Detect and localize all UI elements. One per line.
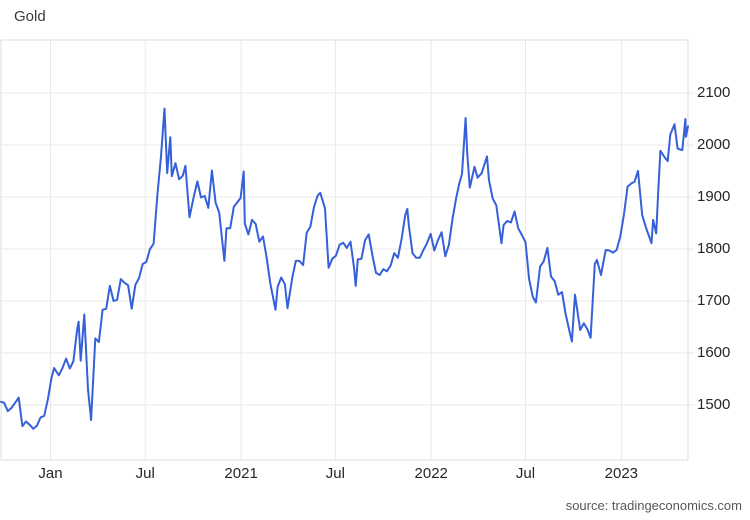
x-axis-tick-label: 2021: [224, 465, 258, 482]
y-axis-tick-label: 1600: [697, 343, 731, 361]
x-axis-tick-label: Jul: [515, 465, 536, 482]
y-axis-tick-label: 1900: [697, 187, 731, 205]
x-axis-tick-label: Jul: [325, 465, 345, 482]
y-axis-tick-label: 1800: [697, 239, 731, 257]
plot-border: [0, 39, 689, 461]
chart-title: Gold: [14, 8, 46, 25]
x-axis-tick-label: 2022: [414, 465, 448, 482]
y-axis-tick-label: 2000: [697, 136, 731, 153]
x-axis-tick-label: Jul: [135, 465, 155, 482]
y-axis-tick-label: 2100: [697, 84, 731, 102]
y-axis-tick-label: 1500: [697, 395, 731, 413]
x-axis-tick-label: 2023: [604, 465, 639, 482]
gold-price-line[interactable]: [0, 107, 689, 430]
y-axis-tick-label: 1700: [697, 291, 731, 309]
x-axis-tick-label: Jan: [38, 465, 63, 482]
source-attribution: source: tradingeconomics.com: [565, 498, 742, 513]
